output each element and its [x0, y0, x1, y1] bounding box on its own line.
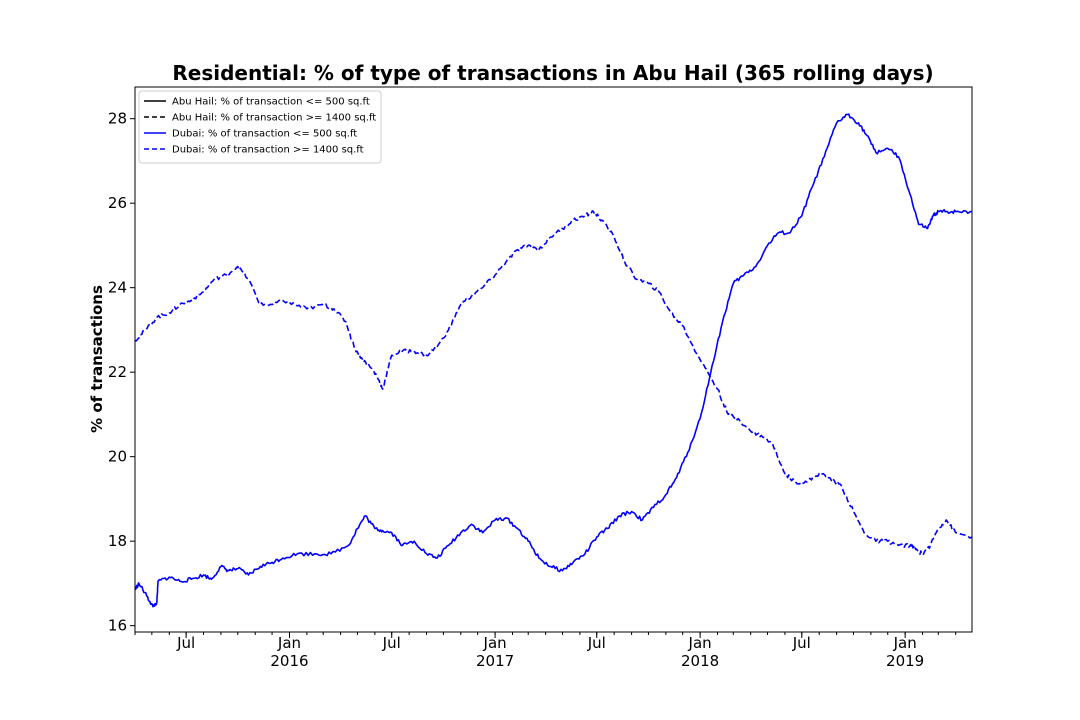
x-tick-label: Jan: [688, 634, 712, 652]
x-tick-year-label: 2016: [270, 652, 308, 670]
x-tick-label: Jan: [893, 634, 917, 652]
legend: Abu Hail: % of transaction <= 500 sq.ft A…: [138, 90, 382, 164]
y-tick-label: 24: [108, 279, 127, 297]
y-tick-label: 20: [108, 448, 127, 466]
x-tick-label: Jul: [587, 634, 606, 652]
chart-title: Residential: % of type of transactions i…: [172, 61, 933, 85]
legend-label: Abu Hail: % of transaction <= 500 sq.ft: [172, 97, 370, 108]
legend-label: Dubai: % of transaction >= 1400 sq.ft: [172, 145, 364, 156]
x-tick-year-label: 2018: [681, 652, 719, 670]
y-tick-label: 28: [108, 110, 127, 128]
y-tick-label: 16: [108, 617, 127, 635]
series-line-4: [134, 210, 973, 556]
series-line-3: [134, 113, 973, 608]
x-tick-label: Jul: [176, 634, 195, 652]
x-tick-label: Jul: [382, 634, 401, 652]
plot-frame: [134, 86, 973, 633]
y-axis-label: % of transactions: [88, 285, 106, 433]
x-tick-year-label: 2017: [476, 652, 514, 670]
y-tick-label: 18: [108, 532, 127, 550]
legend-box: [138, 90, 382, 164]
legend-label: Abu Hail: % of transaction >= 1400 sq.ft: [172, 113, 376, 124]
x-tick-year-label: 2019: [886, 652, 924, 670]
y-tick-label: 22: [108, 363, 127, 381]
y-tick-label: 26: [108, 194, 127, 212]
plot-series: [134, 113, 973, 608]
y-axis: 16 18 20 22 24 26 28: [108, 110, 135, 635]
legend-label: Dubai: % of transaction <= 500 sq.ft: [172, 129, 357, 140]
x-tick-label: Jan: [277, 634, 301, 652]
x-tick-label: Jan: [483, 634, 507, 652]
x-tick-label: Jul: [792, 634, 811, 652]
